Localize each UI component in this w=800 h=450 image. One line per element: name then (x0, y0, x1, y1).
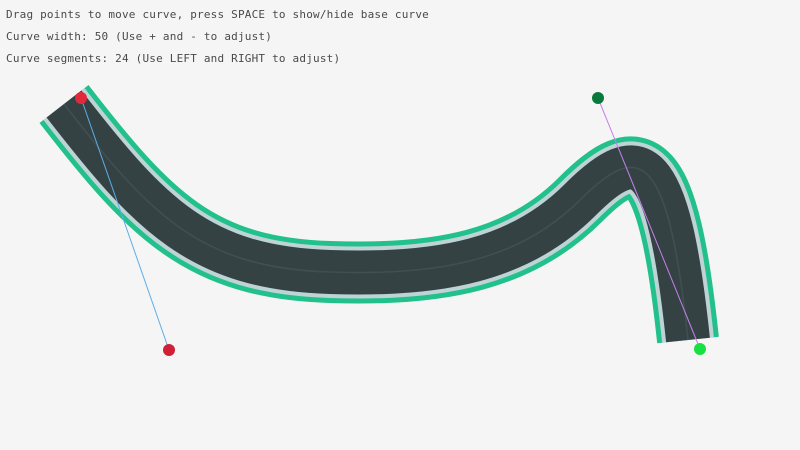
end-control-handle[interactable] (592, 92, 604, 104)
curve-ribbon[interactable] (39, 85, 719, 344)
curve-center-line (63, 103, 689, 341)
handle-points-group[interactable] (75, 92, 706, 356)
end-tangent (597, 97, 701, 350)
start-control-handle[interactable] (163, 344, 175, 356)
start-tangent (80, 97, 170, 351)
end-anchor-handle[interactable] (694, 343, 706, 355)
start-anchor-handle[interactable] (75, 92, 87, 104)
tangent-lines-group (80, 97, 701, 351)
